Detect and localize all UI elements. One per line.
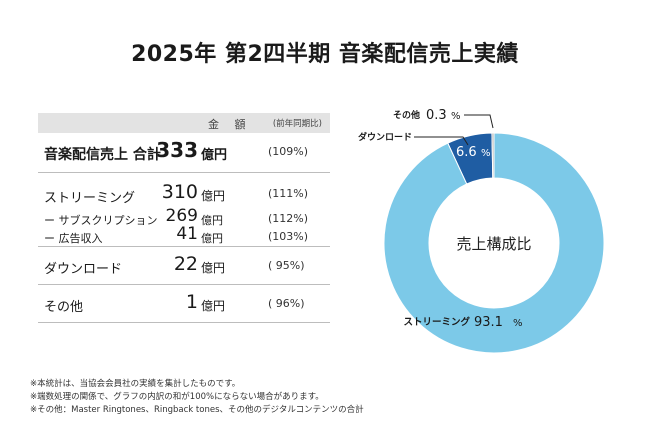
slice-pct-other: %: [451, 111, 461, 122]
footnotes: ※本統計は、当協会会員社の実績を集計したものです。 ※端数処理の関係で、グラフの…: [30, 378, 364, 417]
leader-download: [414, 136, 469, 146]
note-line: ※本統計は、当協会会員社の実績を集計したものです。: [30, 379, 241, 389]
row-value: 22: [173, 253, 198, 275]
slice-pct-streaming: %: [513, 318, 523, 329]
row-label: ストリーミング: [44, 191, 136, 206]
slice-value-download: 6.6: [456, 145, 477, 160]
row-unit: 億円: [201, 299, 226, 313]
row-yoy: (112%): [268, 212, 309, 225]
header-amount: 金 額: [208, 118, 252, 131]
row-yoy: (111%): [268, 187, 309, 200]
row-unit: 億円: [201, 214, 223, 227]
note-line: ※その他：Master Ringtones、Ringback tones、その他…: [30, 405, 364, 415]
row-value: 1: [185, 291, 198, 313]
row-unit: 億円: [201, 232, 223, 245]
donut-hole: [429, 178, 559, 308]
row-label: その他: [44, 300, 84, 315]
row-label: ー 広告収入: [44, 232, 103, 245]
center-label: 売上構成比: [456, 235, 531, 253]
slice-label-streaming: ストリーミング: [403, 316, 470, 328]
row-value: 41: [176, 224, 198, 244]
note-line: ※端数処理の関係で、グラフの内訳の和が100%にならない場合があります。: [30, 392, 324, 402]
slice-value-streaming: 93.1: [474, 315, 503, 330]
row-yoy: ( 95%): [268, 259, 305, 272]
table-header: 金 額 (前年同期比): [38, 113, 330, 133]
row-value: 333: [156, 138, 198, 162]
row-label: 音楽配信売上 合計: [44, 147, 161, 163]
slice-value-other: 0.3: [426, 108, 447, 123]
table-row-download: ダウンロード 22 億円 ( 95%): [38, 247, 330, 285]
row-streaming: ストリーミング 310 億円 (111%): [38, 181, 330, 206]
row-label: ダウンロード: [44, 262, 123, 277]
slice-label-download: ダウンロード: [358, 131, 412, 143]
table-row-total: 音楽配信売上 合計 333 億円 (109%): [38, 133, 330, 173]
row-value: 269: [165, 206, 198, 226]
row-unit: 億円: [201, 148, 228, 163]
header-yoy: (前年同期比): [272, 119, 322, 129]
sales-table: 金 額 (前年同期比) 音楽配信売上 合計 333 億円 (109%) ストリー…: [38, 113, 330, 323]
row-subscription: ー サブスクリプション 269 億円 (112%): [38, 206, 330, 230]
row-unit: 億円: [201, 189, 226, 203]
row-yoy: (103%): [268, 230, 309, 243]
table-row-other: その他 1 億円 ( 96%): [38, 285, 330, 323]
leader-other: [464, 114, 494, 129]
row-ads: ー 広告収入 41 億円 (103%): [38, 224, 330, 248]
page-title: 2025年 第2四半期 音楽配信売上実績: [131, 42, 519, 67]
row-yoy: ( 96%): [268, 297, 305, 310]
slice-label-other: その他: [393, 109, 420, 121]
slice-pct-download: %: [481, 148, 491, 159]
row-unit: 億円: [201, 261, 226, 275]
row-label: ー サブスクリプション: [44, 214, 158, 227]
row-yoy: (109%): [268, 145, 309, 158]
row-value: 310: [161, 181, 198, 203]
table-row-streaming: ストリーミング 310 億円 (111%) ー サブスクリプション 269 億円…: [38, 173, 330, 247]
